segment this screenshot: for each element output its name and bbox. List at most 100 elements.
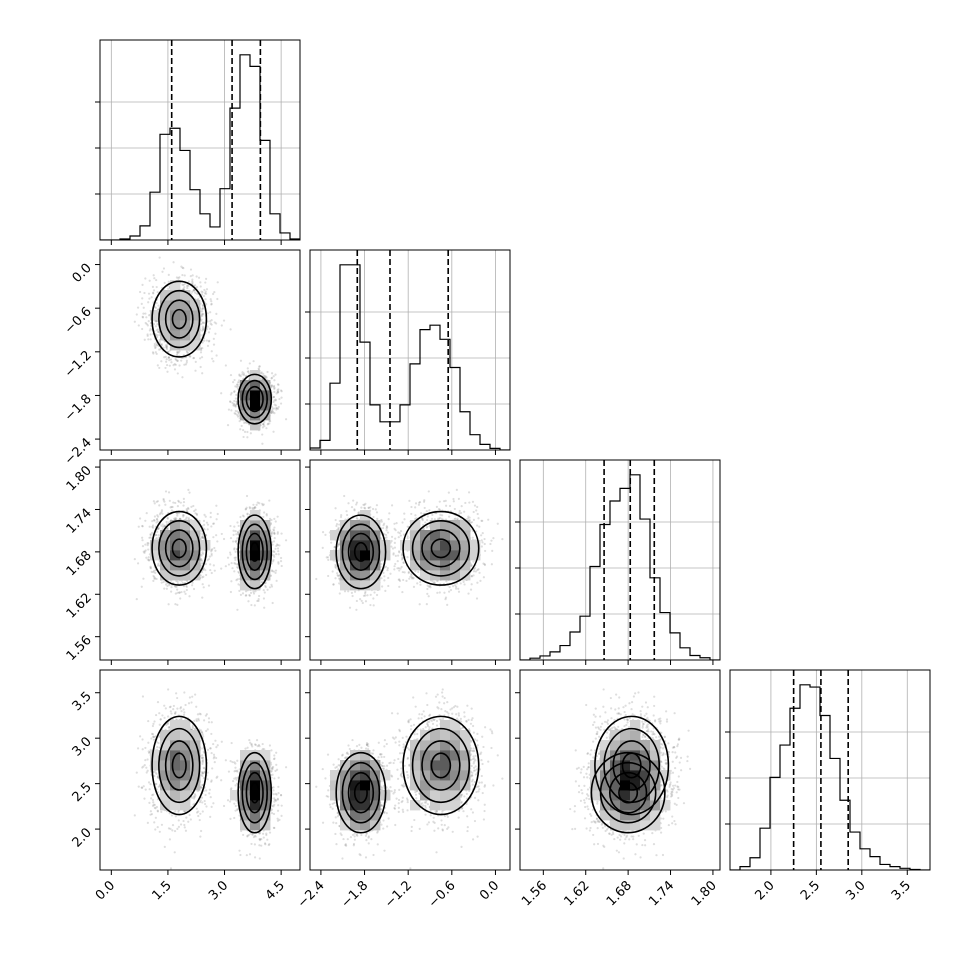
sample-point bbox=[233, 412, 236, 415]
sample-point bbox=[160, 360, 163, 363]
density-cell bbox=[240, 390, 251, 401]
sample-point bbox=[234, 385, 237, 388]
sample-point bbox=[141, 525, 144, 528]
sample-point bbox=[270, 409, 274, 412]
sample-point bbox=[204, 562, 207, 566]
sample-point bbox=[167, 603, 170, 606]
sample-point bbox=[235, 533, 238, 536]
sample-point bbox=[212, 292, 215, 296]
sample-point bbox=[205, 521, 209, 524]
sample-point bbox=[271, 410, 274, 413]
sample-point bbox=[237, 411, 240, 414]
sample-point bbox=[203, 339, 206, 342]
sample-point bbox=[164, 344, 167, 347]
sample-point bbox=[277, 562, 280, 565]
sample-point bbox=[272, 550, 275, 553]
sample-point bbox=[275, 579, 278, 582]
sample-point bbox=[155, 344, 158, 347]
sample-point bbox=[141, 316, 145, 319]
sample-point bbox=[254, 590, 257, 593]
sample-point bbox=[234, 405, 237, 408]
sample-point bbox=[211, 548, 214, 551]
sample-point bbox=[191, 280, 194, 283]
sample-point bbox=[263, 606, 266, 609]
sample-point bbox=[163, 356, 166, 359]
sample-point bbox=[209, 563, 212, 566]
sample-point bbox=[167, 350, 170, 354]
density-cell bbox=[260, 380, 271, 391]
sample-point bbox=[244, 594, 247, 597]
sample-point bbox=[242, 515, 245, 518]
sample-point bbox=[270, 377, 273, 380]
sample-point bbox=[265, 427, 268, 430]
sample-point bbox=[167, 287, 170, 290]
sample-point bbox=[200, 318, 203, 321]
sample-point bbox=[233, 570, 236, 573]
sample-point bbox=[177, 500, 181, 503]
sample-point bbox=[192, 504, 195, 508]
sample-point bbox=[191, 584, 194, 587]
sample-point bbox=[156, 328, 160, 331]
sample-point bbox=[261, 442, 264, 445]
contour-1-0 bbox=[249, 392, 260, 407]
density-cell bbox=[240, 410, 251, 421]
sample-point bbox=[273, 532, 276, 535]
sample-point bbox=[156, 330, 160, 334]
sample-point bbox=[156, 335, 159, 339]
sample-point bbox=[279, 389, 283, 392]
panel-frame bbox=[99, 249, 301, 451]
sample-point bbox=[245, 421, 248, 425]
sample-point bbox=[284, 418, 288, 421]
sample-point bbox=[186, 286, 189, 290]
sample-point bbox=[203, 523, 206, 526]
sample-point bbox=[241, 371, 244, 374]
sample-point bbox=[230, 561, 233, 565]
sample-point bbox=[154, 306, 158, 309]
sample-point bbox=[258, 365, 261, 368]
sample-point bbox=[167, 356, 171, 359]
sample-point bbox=[276, 407, 280, 410]
sample-point bbox=[273, 384, 276, 388]
sample-point bbox=[210, 300, 213, 303]
sample-point bbox=[148, 279, 151, 282]
sample-point bbox=[197, 298, 200, 301]
sample-point bbox=[147, 338, 150, 341]
sample-point bbox=[232, 403, 235, 406]
sample-point bbox=[158, 513, 162, 516]
sample-point bbox=[174, 592, 177, 595]
sample-point bbox=[261, 433, 264, 436]
sample-point bbox=[133, 320, 136, 323]
sample-point bbox=[270, 385, 273, 388]
sample-point bbox=[155, 352, 158, 356]
sample-point bbox=[258, 502, 261, 505]
sample-point bbox=[272, 400, 275, 404]
sample-point bbox=[204, 298, 207, 301]
sample-point bbox=[274, 398, 277, 401]
sample-point bbox=[137, 324, 140, 327]
sample-point bbox=[175, 585, 178, 589]
sample-point bbox=[201, 310, 204, 313]
sample-point bbox=[191, 278, 194, 281]
sample-point bbox=[273, 517, 276, 520]
sample-point bbox=[200, 356, 204, 359]
sample-point bbox=[249, 432, 252, 435]
sample-point bbox=[152, 323, 156, 326]
sample-point bbox=[274, 547, 277, 550]
sample-point bbox=[248, 362, 251, 365]
sample-point bbox=[154, 538, 157, 541]
sample-point bbox=[200, 293, 204, 296]
sample-point bbox=[274, 404, 278, 407]
density-cell bbox=[260, 410, 271, 421]
sample-point bbox=[238, 413, 241, 416]
sample-point bbox=[184, 363, 188, 366]
sample-point bbox=[190, 297, 193, 300]
sample-point bbox=[271, 407, 274, 411]
sample-point bbox=[165, 358, 168, 361]
sample-point bbox=[232, 529, 235, 532]
sample-point bbox=[255, 503, 258, 506]
sample-point bbox=[266, 423, 269, 426]
sample-point bbox=[144, 277, 147, 280]
sample-point bbox=[277, 383, 280, 386]
sample-point bbox=[153, 344, 156, 347]
sample-point bbox=[246, 436, 249, 439]
